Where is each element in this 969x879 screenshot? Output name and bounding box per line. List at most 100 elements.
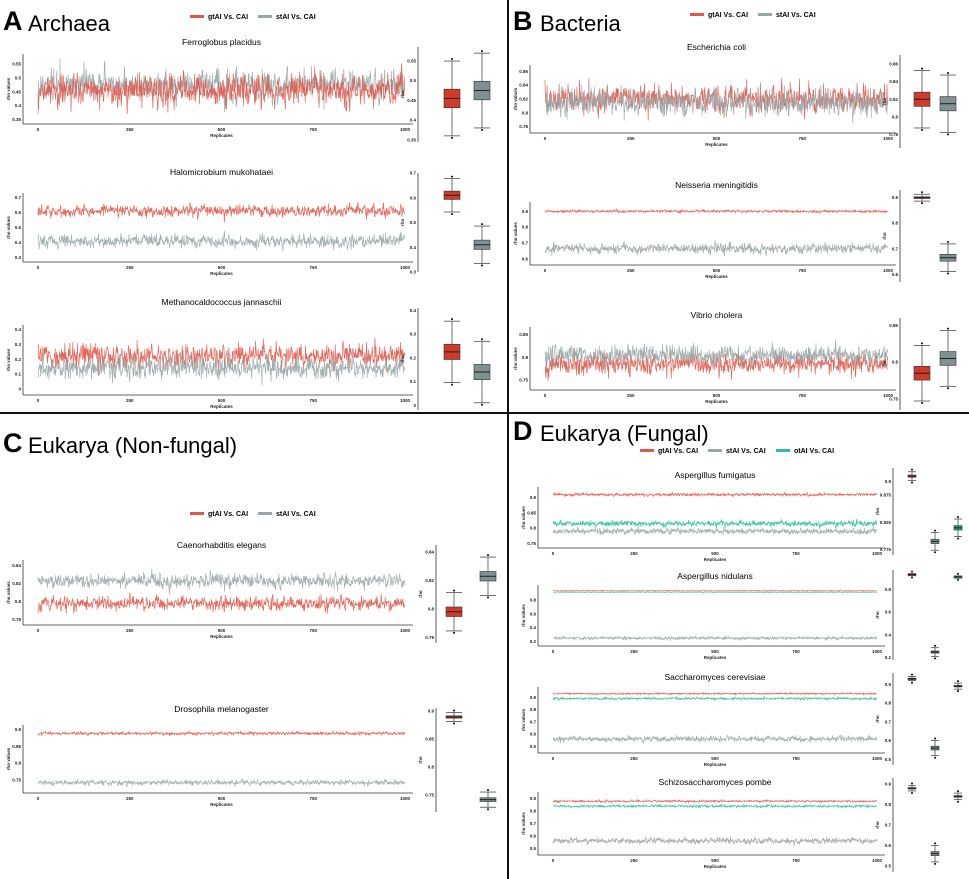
y-tick-label: 0.9	[530, 796, 537, 801]
boxplot: 0.775 0.825 0.875 0.9 rho	[875, 468, 963, 555]
x-axis-label: Replicates	[704, 762, 727, 767]
box-y-tick-label: 0.8	[885, 587, 892, 592]
boxplot: 0.3 0.4 0.5 0.6 0.7 rho	[400, 171, 491, 275]
subplot-title: Drosophila melanogaster	[174, 704, 269, 714]
box-outlier	[453, 709, 455, 712]
box-outlier	[487, 808, 489, 811]
y-tick-label: 0.8	[522, 355, 529, 360]
x-axis-label: Replicates	[705, 274, 728, 279]
box-y-tick-label: 0.7	[410, 171, 417, 176]
box-y-tick-label: 0.6	[885, 843, 892, 848]
y-tick-label: 0.5	[15, 75, 22, 80]
box-outlier	[934, 737, 936, 740]
y-tick-label: 0.82	[12, 581, 21, 586]
y-axis-label: rho values	[521, 708, 526, 731]
x-axis-label: Replicates	[210, 634, 233, 639]
legend-label: gtAI Vs. CAI	[708, 12, 748, 19]
box-outlier	[481, 403, 483, 406]
series-line-stAI	[544, 84, 889, 124]
box-y-tick-label: 0.75	[425, 793, 434, 798]
box-y-axis-label: rho	[400, 91, 405, 99]
box-outlier	[934, 644, 936, 647]
x-tick-label: 250	[630, 649, 638, 654]
series-line-gtAI	[37, 730, 405, 737]
y-tick-label: 0.7	[15, 195, 22, 200]
box-outlier	[487, 554, 489, 557]
series-line-gtAI	[37, 202, 405, 223]
x-tick-label: 1000	[400, 796, 411, 801]
box-outlier	[481, 50, 483, 53]
series-line-gtAI	[552, 691, 877, 696]
box-outlier	[947, 133, 949, 136]
subplot-title: Saccharomyces cerevisiae	[664, 672, 765, 682]
y-tick-label: 0.85	[527, 510, 536, 515]
subplot: Caenorhabditis elegans 0.78 0.8 0.82 0.84 0 25…	[6, 540, 497, 643]
y-tick-label: 0.2	[530, 639, 537, 644]
y-tick-label: 0.8	[522, 110, 529, 115]
box-y-tick-label: 0.7	[885, 823, 892, 828]
box-outlier	[921, 202, 923, 205]
subplot-title: Schizosaccharomyces pombe	[659, 777, 772, 787]
y-tick-label: 0.1	[15, 372, 22, 377]
y-axis-label: rho values	[513, 87, 518, 110]
x-tick-label: 250	[627, 393, 635, 398]
box-y-tick-label: 0.5	[885, 863, 892, 868]
x-tick-label: 500	[218, 796, 226, 801]
y-axis-label: rho values	[521, 506, 526, 529]
box-outlier	[934, 756, 936, 759]
x-axis-label: Replicates	[210, 271, 233, 276]
y-tick-label: 0.86	[519, 69, 528, 74]
subplot-title: Methanocaldococcus jannaschii	[161, 297, 281, 307]
x-tick-label: 1000	[400, 127, 411, 132]
x-tick-label: 250	[627, 136, 635, 141]
y-tick-label: 0.6	[530, 611, 537, 616]
box-y-axis-label: rho	[882, 98, 887, 106]
legend-item: gtAI Vs. CAI	[190, 511, 248, 518]
y-tick-label: 0.5	[530, 846, 537, 851]
box-outlier	[911, 576, 913, 579]
x-tick-label: 1000	[872, 649, 883, 654]
box-outlier	[957, 572, 959, 575]
x-tick-label: 1000	[400, 265, 411, 270]
box-y-tick-label: 0.5	[885, 757, 892, 762]
box-y-tick-label: 0.9	[428, 708, 435, 713]
y-axis-label: rho values	[6, 581, 11, 604]
series-line-stAI	[37, 568, 405, 595]
series-line-gtAI	[552, 491, 878, 498]
panel-header: Archaea	[28, 11, 111, 36]
x-axis-label: Replicates	[705, 142, 728, 147]
panel-letter: D	[513, 416, 533, 446]
x-tick-label: 750	[798, 393, 806, 398]
box-y-tick-label: 0.84	[425, 550, 434, 555]
legend-label: gtAI Vs. CAI	[658, 448, 698, 455]
x-tick-label: 750	[309, 796, 317, 801]
y-tick-label: 0.85	[12, 744, 21, 749]
box-y-tick-label: 0.5	[410, 78, 417, 83]
x-tick-label: 250	[126, 628, 134, 633]
y-tick-label: 0.8	[530, 707, 537, 712]
panel-A: A Archaea gtAI Vs. CAI stAI Vs. CAI Ferroglo…	[3, 6, 491, 410]
x-tick-label: 750	[792, 858, 800, 863]
box-outlier	[451, 136, 453, 139]
x-tick-label: 1000	[883, 393, 894, 398]
x-tick-label: 500	[218, 127, 226, 132]
legend-label: otAI Vs. CAI	[794, 448, 834, 455]
y-tick-label: 0.7	[530, 719, 537, 724]
x-tick-label: 1000	[400, 398, 411, 403]
box-outlier	[957, 578, 959, 581]
boxplot: 0.78 0.8 0.82 0.84 0.86 rho	[882, 55, 957, 148]
x-tick-label: 1000	[883, 136, 894, 141]
x-tick-label: 0	[37, 398, 40, 403]
box-y-tick-label: 0.45	[407, 98, 416, 103]
series-line-gtAI	[544, 78, 889, 121]
box-outlier	[934, 862, 936, 865]
y-axis-label: rho values	[521, 812, 526, 835]
x-tick-label: 750	[309, 127, 317, 132]
box-y-tick-label: 0.8	[428, 606, 435, 611]
boxplot: 0.5 0.6 0.7 0.8 0.9 rho	[875, 673, 963, 765]
y-tick-label: 0.5	[530, 744, 537, 749]
y-tick-label: 0.7	[522, 241, 529, 246]
x-tick-label: 500	[218, 398, 226, 403]
y-tick-label: 0.6	[530, 732, 537, 737]
x-tick-label: 500	[711, 756, 719, 761]
